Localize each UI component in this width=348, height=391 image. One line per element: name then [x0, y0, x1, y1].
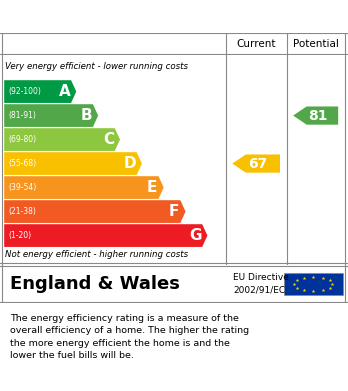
Text: (39-54): (39-54): [8, 183, 37, 192]
Polygon shape: [232, 154, 280, 173]
Polygon shape: [4, 104, 98, 127]
Text: A: A: [59, 84, 71, 99]
Polygon shape: [4, 128, 120, 151]
Text: (1-20): (1-20): [8, 231, 31, 240]
Text: (81-91): (81-91): [8, 111, 36, 120]
Text: E: E: [147, 180, 157, 195]
FancyBboxPatch shape: [284, 273, 343, 295]
Text: Energy Efficiency Rating: Energy Efficiency Rating: [10, 9, 221, 24]
Text: B: B: [81, 108, 93, 123]
Text: (21-38): (21-38): [8, 207, 36, 216]
Text: F: F: [169, 204, 179, 219]
Text: D: D: [124, 156, 137, 171]
Text: Current: Current: [236, 39, 276, 49]
Polygon shape: [4, 200, 185, 223]
Polygon shape: [4, 224, 207, 247]
Text: 81: 81: [308, 109, 327, 122]
Text: Very energy efficient - lower running costs: Very energy efficient - lower running co…: [5, 62, 188, 71]
Text: C: C: [103, 132, 114, 147]
Text: Not energy efficient - higher running costs: Not energy efficient - higher running co…: [5, 250, 188, 259]
Polygon shape: [293, 106, 338, 125]
Text: England & Wales: England & Wales: [10, 275, 180, 293]
Text: G: G: [190, 228, 202, 243]
Text: EU Directive
2002/91/EC: EU Directive 2002/91/EC: [233, 273, 289, 295]
Text: 67: 67: [248, 156, 268, 170]
Polygon shape: [4, 176, 164, 199]
Polygon shape: [4, 152, 142, 175]
Text: (92-100): (92-100): [8, 87, 41, 96]
Text: (69-80): (69-80): [8, 135, 37, 144]
Text: (55-68): (55-68): [8, 159, 37, 168]
Text: Potential: Potential: [293, 39, 339, 49]
Text: The energy efficiency rating is a measure of the
overall efficiency of a home. T: The energy efficiency rating is a measur…: [10, 314, 250, 360]
Polygon shape: [4, 80, 76, 103]
